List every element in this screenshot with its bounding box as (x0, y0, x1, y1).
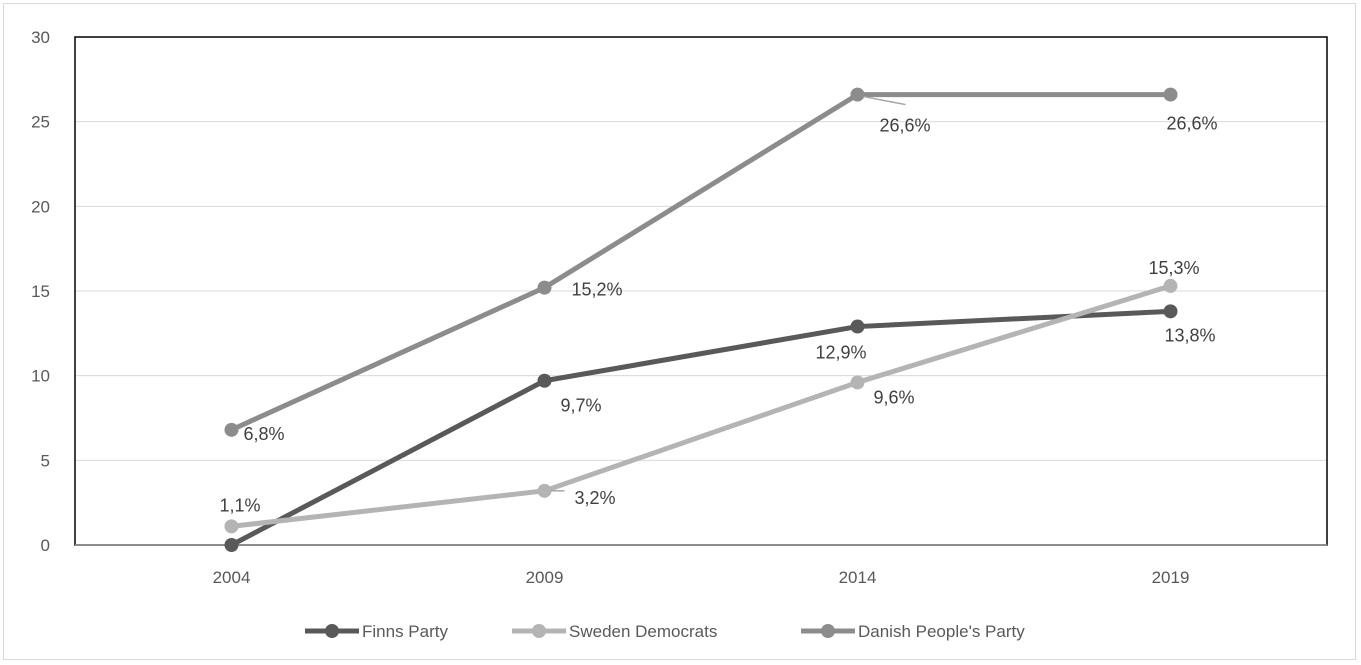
series-line (229, 308, 1173, 548)
data-label: 3,2% (575, 488, 616, 508)
data-point (850, 375, 865, 390)
data-point (224, 538, 239, 552)
gridlines (75, 36, 1327, 461)
data-label: 13,8% (1165, 325, 1216, 345)
label-leader-line (863, 95, 906, 106)
axes: 0 5 10 15 20 25 30 2004 2009 2014 2019 (31, 28, 1328, 587)
data-label: 26,6% (1167, 114, 1218, 134)
legend-swatch-marker (325, 624, 339, 638)
data-label: 15,2% (572, 280, 623, 300)
y-tick-label: 20 (31, 197, 50, 216)
data-point (1163, 304, 1178, 319)
y-tick-label: 5 (41, 451, 50, 470)
data-label: 9,7% (561, 396, 602, 416)
data-point (1163, 278, 1178, 293)
series-line (229, 92, 1173, 433)
y-tick-label: 30 (31, 28, 50, 47)
data-point (850, 319, 865, 334)
data-labels: 9,7% 12,9% 13,8% 1,1% 3,2% 9,6% 15,3% 6,8% 15,2%… (220, 95, 1218, 515)
legend-item: Sweden Democrats (512, 622, 717, 641)
data-label: 1,1% (220, 495, 261, 515)
legend-item: Finns Party (305, 622, 448, 641)
data-label: 26,6% (880, 116, 931, 136)
chart-frame (3, 3, 1356, 660)
legend-swatch-marker (821, 624, 835, 638)
x-tick-label: 2019 (1152, 568, 1190, 587)
y-tick-label: 25 (31, 113, 50, 132)
data-label: 15,3% (1149, 258, 1200, 278)
data-point (224, 519, 239, 534)
data-point (537, 483, 552, 498)
legend-label: Sweden Democrats (569, 622, 717, 641)
legend-swatch-marker (532, 624, 546, 638)
data-point (850, 87, 865, 102)
data-point (537, 280, 552, 295)
y-tick-label: 15 (31, 282, 50, 301)
y-tick-label: 10 (31, 367, 50, 386)
x-tick-label: 2004 (213, 568, 251, 587)
legend-label: Danish People's Party (858, 622, 1025, 641)
legend-item: Danish People's Party (801, 622, 1025, 641)
legend-label: Finns Party (362, 622, 448, 641)
data-point (537, 373, 552, 388)
legend: Finns Party Sweden Democrats Danish People… (305, 622, 1025, 641)
series-lines (224, 87, 1178, 552)
data-point (1163, 87, 1178, 102)
data-point (224, 422, 239, 437)
y-tick-label: 0 (41, 536, 50, 555)
x-tick-label: 2014 (839, 568, 877, 587)
x-tick-label: 2009 (526, 568, 564, 587)
data-label: 9,6% (874, 387, 915, 407)
series-line (229, 283, 1173, 529)
data-label: 6,8% (244, 424, 285, 444)
data-label: 12,9% (816, 343, 867, 363)
